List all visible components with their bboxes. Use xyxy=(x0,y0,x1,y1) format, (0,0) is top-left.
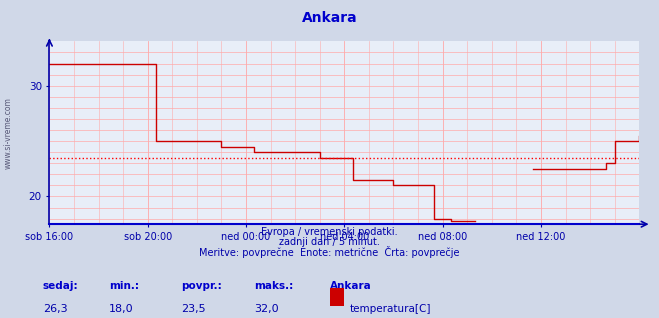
Text: 23,5: 23,5 xyxy=(181,304,206,314)
Text: temperatura[C]: temperatura[C] xyxy=(349,304,431,314)
Text: Ankara: Ankara xyxy=(330,281,371,291)
Text: Evropa / vremenski podatki.: Evropa / vremenski podatki. xyxy=(261,227,398,237)
Text: zadnji dan / 5 minut.: zadnji dan / 5 minut. xyxy=(279,237,380,247)
Text: www.si-vreme.com: www.si-vreme.com xyxy=(3,98,13,169)
Text: sedaj:: sedaj: xyxy=(43,281,78,291)
Text: maks.:: maks.: xyxy=(254,281,293,291)
Text: 18,0: 18,0 xyxy=(109,304,133,314)
Text: Ankara: Ankara xyxy=(302,11,357,25)
Text: 32,0: 32,0 xyxy=(254,304,278,314)
Text: min.:: min.: xyxy=(109,281,139,291)
Text: 26,3: 26,3 xyxy=(43,304,67,314)
Text: Meritve: povprečne  Enote: metrične  Črta: povprečje: Meritve: povprečne Enote: metrične Črta:… xyxy=(199,246,460,259)
Text: povpr.:: povpr.: xyxy=(181,281,222,291)
